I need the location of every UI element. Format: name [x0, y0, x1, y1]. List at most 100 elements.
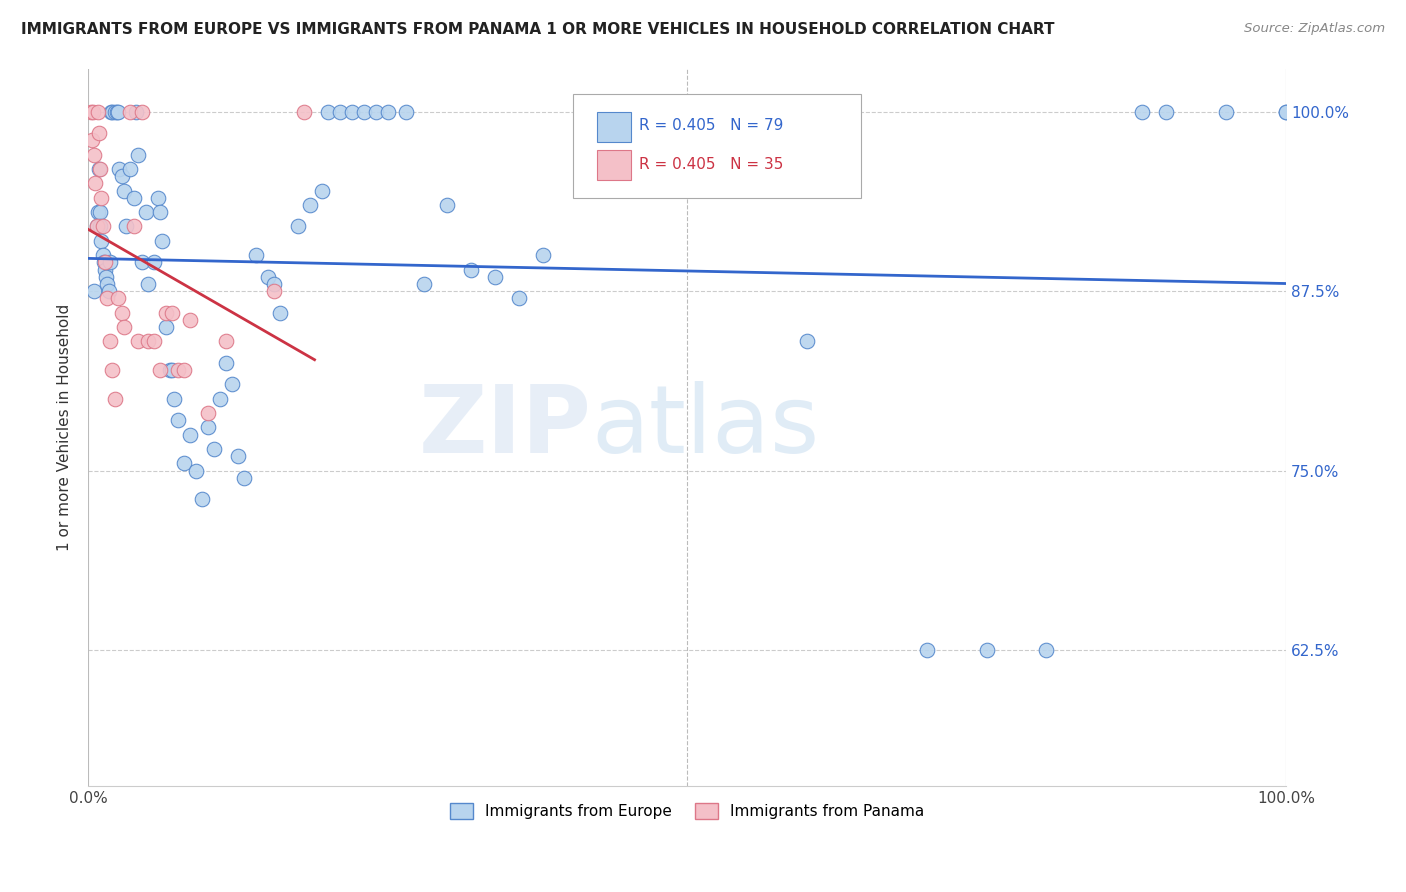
Point [84, 177, 107, 191]
Point [173, 363, 195, 377]
Point [316, 104, 339, 119]
Point [394, 104, 416, 119]
Point [256, 269, 278, 284]
Point [122, 191, 145, 205]
Point [976, 643, 998, 657]
Point [160, 305, 183, 319]
Point [87, 126, 110, 140]
Point [263, 284, 285, 298]
Point [160, 363, 183, 377]
Point [143, 334, 166, 349]
Point [353, 104, 375, 119]
Point [1035, 643, 1057, 657]
Text: IMMIGRANTS FROM EUROPE VS IMMIGRANTS FROM PANAMA 1 OR MORE VEHICLES IN HOUSEHOLD: IMMIGRANTS FROM EUROPE VS IMMIGRANTS FRO… [21, 22, 1054, 37]
Text: R = 0.405   N = 79: R = 0.405 N = 79 [640, 119, 783, 134]
Point [107, 104, 129, 119]
Point [155, 305, 177, 319]
Point [340, 104, 363, 119]
Legend: Immigrants from Europe, Immigrants from Panama: Immigrants from Europe, Immigrants from … [444, 797, 931, 825]
Point [143, 255, 166, 269]
Point [89, 205, 111, 219]
Point [91, 248, 114, 262]
Point [184, 464, 207, 478]
Point [101, 363, 124, 377]
Point [135, 205, 157, 219]
Point [87, 104, 110, 119]
Point [167, 413, 190, 427]
Point [179, 313, 201, 327]
Point [173, 457, 195, 471]
Point [93, 255, 115, 269]
Point [263, 277, 285, 291]
Point [108, 161, 131, 176]
Point [1275, 104, 1298, 119]
Point [191, 492, 214, 507]
Point [136, 334, 159, 349]
Point [105, 104, 128, 119]
Point [112, 184, 135, 198]
Point [136, 277, 159, 291]
Point [232, 471, 254, 485]
Point [91, 219, 114, 234]
Point [208, 392, 231, 406]
Point [83, 284, 105, 298]
Point [80, 133, 103, 147]
Point [149, 205, 172, 219]
Point [131, 255, 153, 269]
Point [159, 363, 181, 377]
Point [197, 420, 219, 434]
Point [125, 104, 148, 119]
Point [149, 363, 172, 377]
Point [79, 104, 101, 119]
Text: Source: ZipAtlas.com: Source: ZipAtlas.com [1244, 22, 1385, 36]
Point [90, 234, 112, 248]
Point [127, 147, 149, 161]
Point [94, 255, 117, 269]
Point [98, 334, 121, 349]
Point [163, 392, 186, 406]
Point [82, 104, 104, 119]
Point [100, 104, 122, 119]
Point [101, 104, 124, 119]
Point [152, 234, 174, 248]
Point [167, 363, 190, 377]
Point [377, 104, 399, 119]
Point [202, 442, 225, 456]
Point [1275, 104, 1298, 119]
Point [221, 377, 243, 392]
Point [215, 356, 238, 370]
Point [83, 147, 105, 161]
Point [115, 219, 138, 234]
Point [287, 219, 309, 234]
Point [215, 334, 238, 349]
Point [111, 169, 134, 184]
Point [226, 449, 249, 463]
FancyBboxPatch shape [598, 112, 631, 142]
Point [1215, 104, 1237, 119]
Point [146, 191, 169, 205]
Point [86, 219, 108, 234]
Point [90, 191, 112, 205]
Point [120, 104, 142, 119]
Point [460, 262, 482, 277]
Text: ZIP: ZIP [419, 382, 592, 474]
Point [245, 248, 267, 262]
Point [179, 427, 201, 442]
Text: R = 0.405   N = 35: R = 0.405 N = 35 [640, 156, 783, 171]
Point [97, 284, 120, 298]
Point [364, 104, 387, 119]
Point [111, 305, 134, 319]
Y-axis label: 1 or more Vehicles in Household: 1 or more Vehicles in Household [58, 304, 72, 551]
FancyBboxPatch shape [574, 94, 860, 198]
Point [89, 161, 111, 176]
Point [298, 198, 321, 212]
Point [269, 305, 291, 319]
Point [89, 219, 111, 234]
Point [197, 406, 219, 420]
Point [103, 392, 125, 406]
Point [412, 277, 434, 291]
Point [103, 104, 125, 119]
Point [1130, 104, 1153, 119]
Point [112, 320, 135, 334]
Point [796, 334, 818, 349]
